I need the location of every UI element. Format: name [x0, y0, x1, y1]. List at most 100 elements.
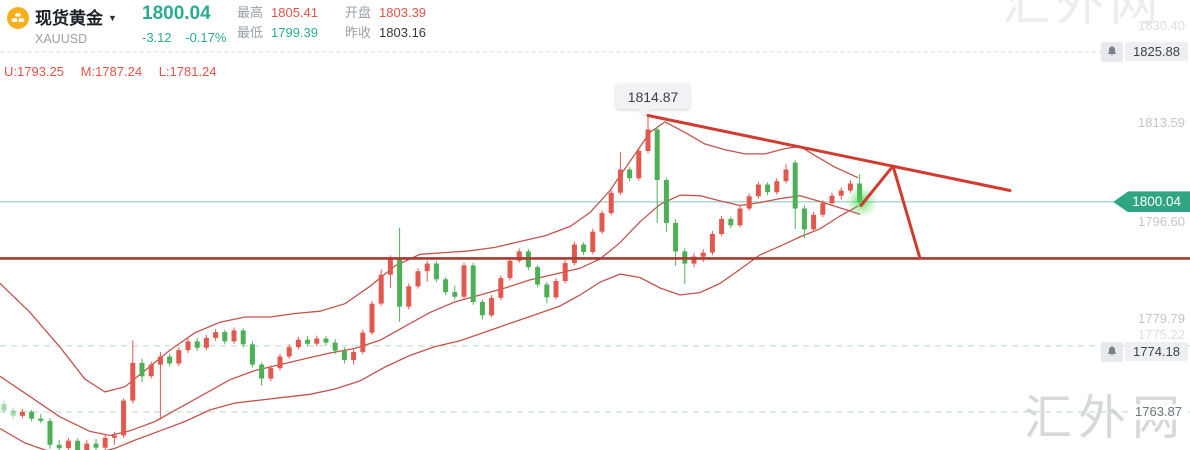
candle [10, 407, 16, 420]
stat-label-open: 开盘 [345, 5, 372, 20]
bollinger-lower-band [0, 205, 859, 450]
candle [47, 418, 53, 449]
candle [636, 148, 642, 181]
candle [535, 264, 541, 288]
watermark-top: 汇外网 [1001, 0, 1164, 31]
candle [498, 275, 504, 301]
alert-price-value: 1774.18 [1125, 342, 1188, 362]
price-change-percent: -0.17% [185, 30, 227, 45]
candle [259, 362, 265, 386]
candle [415, 268, 421, 289]
candle [728, 216, 734, 229]
candle [406, 283, 412, 310]
drawings-layer[interactable] [0, 114, 1190, 260]
symbol-selector[interactable]: 现货黄金 ▼ [35, 4, 117, 29]
candle [314, 335, 320, 347]
candle [139, 358, 145, 383]
candle [1, 400, 7, 414]
candle [433, 261, 439, 283]
candle [691, 253, 697, 268]
candle [737, 205, 743, 228]
price-alert-badge[interactable]: 1825.88 [1101, 41, 1188, 62]
price-projection-path[interactable] [859, 164, 922, 260]
alert-price-value: 1825.88 [1125, 42, 1188, 62]
last-price: 1800.04 [142, 3, 211, 24]
current-price-value: 1800.04 [1132, 194, 1181, 210]
candle [249, 341, 255, 368]
bell-icon [1101, 41, 1123, 62]
candle [783, 164, 789, 184]
bollinger-readout: U:1793.25 M:1787.24 L:1781.24 [4, 64, 230, 79]
candle [719, 216, 725, 237]
price-change: -3.12 [142, 30, 172, 45]
stat-value-open: 1803.39 [379, 5, 427, 20]
candle [157, 351, 163, 420]
stat-value-prev-close: 1803.16 [379, 25, 427, 40]
candle [130, 340, 136, 404]
stat-value-low: 1799.39 [271, 25, 319, 40]
candle [56, 440, 62, 450]
candle [84, 440, 90, 450]
candle [360, 329, 366, 355]
bell-icon [1101, 341, 1123, 362]
candle [148, 361, 154, 379]
candle [268, 365, 274, 382]
candle [111, 432, 117, 445]
candle [489, 295, 495, 318]
candles-layer [1, 115, 863, 450]
peak-price-value: 1814.87 [627, 88, 679, 105]
candle [516, 248, 522, 263]
candle [222, 329, 228, 345]
candle [811, 211, 817, 232]
candle [682, 248, 688, 284]
bollinger-middle: M:1787.24 [80, 64, 143, 79]
candle [553, 278, 559, 300]
quote-block: 1800.04 -3.12 -0.17% [142, 3, 236, 45]
candle [443, 277, 449, 295]
candle [461, 262, 467, 299]
candle [452, 285, 458, 300]
current-price-badge: 1800.04 [1113, 191, 1190, 213]
candle [185, 338, 191, 353]
candle [295, 336, 301, 350]
candle [65, 437, 71, 450]
candle [608, 189, 614, 216]
candle [29, 409, 35, 422]
stat-value-high: 1805.41 [271, 5, 319, 20]
candle [599, 210, 605, 234]
candle [397, 227, 403, 322]
candle [341, 347, 347, 364]
bollinger-upper-band [0, 121, 859, 393]
stat-label-prev-close: 昨收 [345, 25, 372, 40]
candle [755, 181, 761, 199]
candle [562, 260, 568, 284]
candle [323, 336, 329, 346]
symbol-name: 现货黄金 [35, 9, 103, 28]
candle [792, 160, 798, 229]
candle [838, 187, 844, 200]
candle [286, 344, 292, 359]
daily-stats: 最高 1805.41 开盘 1803.39 最低 1799.39 昨收 1803… [237, 6, 445, 39]
candle [801, 205, 807, 239]
candle [369, 300, 375, 335]
candle [351, 349, 357, 365]
stat-label-high: 最高 [237, 5, 264, 20]
candle [571, 241, 577, 266]
candle [167, 353, 173, 367]
candle [387, 255, 393, 288]
descending-trendline[interactable] [646, 114, 1012, 192]
stat-label-low: 最低 [237, 25, 264, 40]
candle [765, 182, 771, 196]
candle [479, 299, 485, 320]
candle [38, 414, 44, 424]
candle [709, 231, 715, 255]
candle [774, 178, 780, 195]
candle [332, 339, 338, 355]
candle [194, 337, 200, 351]
candle [231, 327, 237, 344]
price-alert-badge[interactable]: 1774.18 [1101, 341, 1188, 362]
candle [470, 263, 476, 305]
candle [507, 257, 513, 281]
